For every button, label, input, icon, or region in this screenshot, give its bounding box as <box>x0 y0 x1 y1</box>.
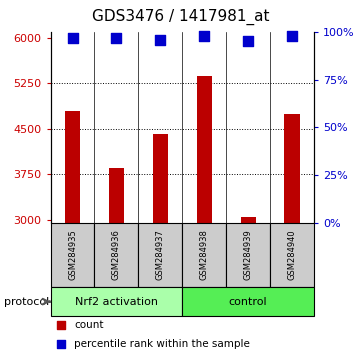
Bar <box>95 223 138 287</box>
Point <box>289 33 295 39</box>
Text: GSM284939: GSM284939 <box>244 229 253 280</box>
Bar <box>182 223 226 287</box>
Point <box>70 35 75 40</box>
Text: protocol: protocol <box>4 297 50 307</box>
Bar <box>182 287 314 316</box>
Bar <box>284 114 300 223</box>
Bar <box>197 75 212 223</box>
Point <box>157 37 163 42</box>
Text: control: control <box>229 297 268 307</box>
Point <box>113 35 119 40</box>
Text: GDS3476 / 1417981_at: GDS3476 / 1417981_at <box>92 9 269 25</box>
Bar <box>240 217 256 223</box>
Bar <box>153 134 168 223</box>
Text: GSM284940: GSM284940 <box>288 229 297 280</box>
Text: GSM284938: GSM284938 <box>200 229 209 280</box>
Text: GSM284937: GSM284937 <box>156 229 165 280</box>
Point <box>58 341 64 347</box>
Bar <box>51 223 95 287</box>
Bar <box>109 169 124 223</box>
Text: Nrf2 activation: Nrf2 activation <box>75 297 158 307</box>
Text: GSM284936: GSM284936 <box>112 229 121 280</box>
Point <box>201 33 207 39</box>
Bar <box>51 287 182 316</box>
Point <box>58 322 64 328</box>
Bar <box>226 223 270 287</box>
Bar <box>270 223 314 287</box>
Text: GSM284935: GSM284935 <box>68 229 77 280</box>
Text: percentile rank within the sample: percentile rank within the sample <box>74 339 250 349</box>
Point <box>245 39 251 44</box>
Text: count: count <box>74 320 104 330</box>
Bar <box>65 111 80 223</box>
Bar <box>138 223 182 287</box>
